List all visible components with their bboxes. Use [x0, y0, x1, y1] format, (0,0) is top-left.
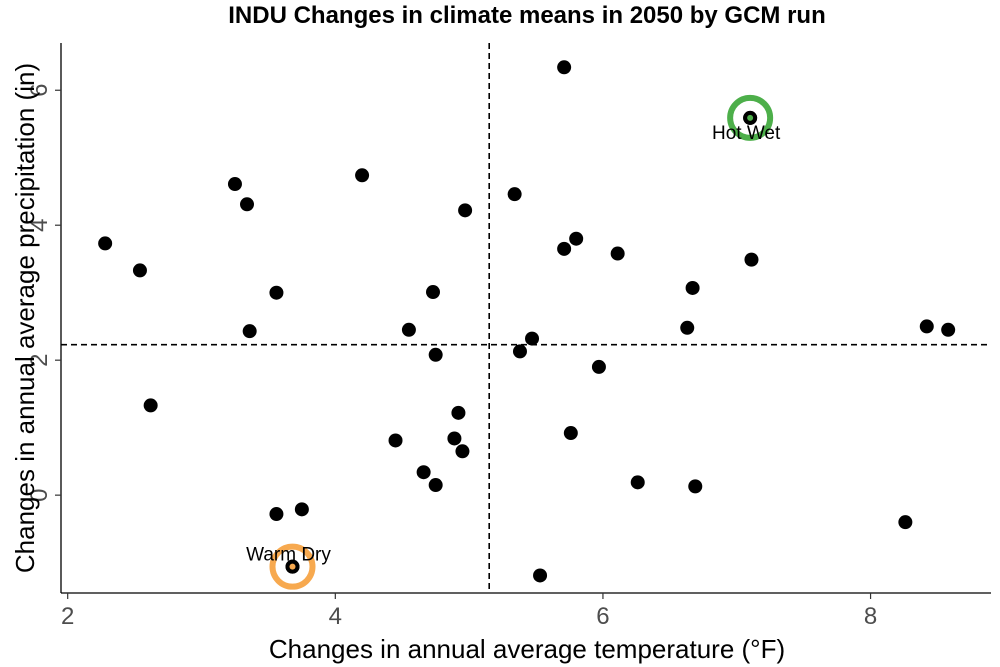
x-axis-title: Changes in annual average temperature (°…	[269, 634, 785, 664]
y-tick-label: 2	[26, 353, 53, 366]
data-point	[898, 515, 913, 530]
data-point	[941, 322, 956, 337]
highlight-point-center	[289, 563, 296, 570]
data-point	[242, 324, 257, 339]
highlight-ring-warm-dry	[269, 543, 316, 590]
data-point	[98, 236, 113, 251]
data-point	[458, 203, 473, 218]
y-tick-label: 4	[26, 219, 53, 232]
highlight-label-hot-wet: Hot Wet	[712, 123, 781, 144]
x-tick-label: 6	[596, 603, 609, 630]
x-tick-label: 2	[61, 603, 74, 630]
data-point	[416, 465, 431, 480]
data-point	[688, 479, 703, 494]
y-tick-label: 0	[26, 488, 53, 501]
x-axis-ticks: 2 4 6 8	[61, 593, 877, 630]
data-point	[269, 507, 284, 522]
highlight-ring-hot-wet	[727, 94, 774, 141]
data-point	[388, 433, 403, 448]
data-point	[451, 405, 466, 420]
x-tick-label: 4	[329, 603, 342, 630]
data-point	[685, 280, 700, 295]
y-tick-label: 6	[26, 84, 53, 97]
x-tick-label: 8	[864, 603, 877, 630]
data-point	[426, 285, 440, 300]
data-point	[401, 322, 416, 337]
data-point	[132, 263, 147, 278]
data-point	[569, 231, 584, 246]
data-point	[557, 60, 572, 75]
data-point	[507, 187, 522, 202]
y-axis-ticks: 0 2 4 6	[26, 84, 61, 502]
data-point	[240, 197, 254, 212]
data-point	[610, 246, 625, 261]
chart-title: INDU Changes in climate means in 2050 by…	[228, 2, 826, 29]
data-point	[143, 398, 158, 413]
data-point	[525, 331, 540, 346]
data-point	[355, 168, 370, 183]
data-point	[294, 502, 309, 517]
data-point	[447, 431, 462, 446]
data-point	[428, 478, 443, 493]
data-point	[680, 320, 695, 335]
data-point	[428, 347, 443, 362]
highlight-label-warm-dry: Warm Dry	[246, 545, 331, 566]
data-point	[563, 426, 578, 441]
y-axis-title: Changes in annual average precipitation …	[10, 63, 40, 573]
data-point	[512, 344, 527, 359]
data-point	[455, 444, 470, 459]
plot-area: Hot Wet Warm Dry	[61, 43, 991, 593]
highlight-point-center	[747, 114, 754, 121]
data-point	[269, 285, 284, 300]
data-point	[630, 475, 645, 490]
data-point	[919, 319, 934, 334]
data-point	[227, 177, 242, 192]
data-point	[533, 568, 548, 583]
data-point	[591, 359, 606, 374]
data-point	[557, 241, 572, 256]
data-point	[744, 252, 759, 267]
